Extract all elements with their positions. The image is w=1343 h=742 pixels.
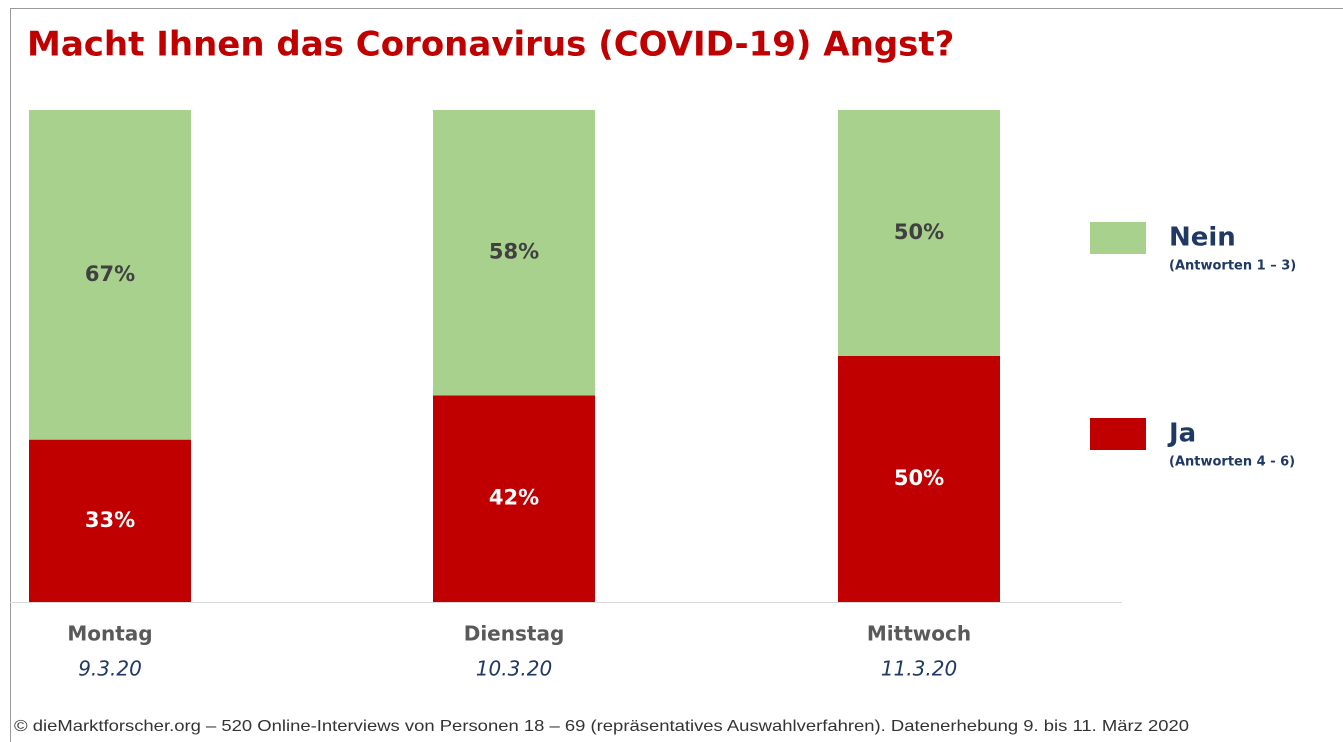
bar-segment: [838, 356, 1000, 602]
legend-swatch: [1090, 222, 1146, 254]
value-label: 50%: [894, 220, 944, 244]
bar-segment: [29, 439, 191, 602]
bar-segment: [433, 395, 595, 602]
value-label: 67%: [85, 262, 135, 286]
value-label: 58%: [489, 240, 539, 264]
legend-note: (Antworten 4 - 6): [1169, 455, 1295, 470]
legend-swatch: [1090, 418, 1146, 450]
bar-segment: [838, 110, 1000, 356]
x-tick-sublabel: 11.3.20: [881, 657, 957, 681]
chart-title: Macht Ihnen das Coronavirus (COVID-19) A…: [27, 25, 954, 65]
legend-note: (Antworten 1 – 3): [1169, 259, 1296, 274]
value-label: 50%: [894, 466, 944, 490]
value-label: 42%: [489, 486, 539, 510]
legend-label: Nein: [1169, 223, 1236, 253]
x-tick-sublabel: 9.3.20: [78, 657, 142, 681]
x-tick-label: Dienstag: [464, 622, 565, 646]
x-tick-sublabel: 10.3.20: [476, 657, 552, 681]
x-tick-label: Montag: [67, 622, 152, 646]
frame: [10, 8, 1343, 742]
source-note: © dieMarktforscher.org – 520 Online-Inte…: [14, 718, 1189, 735]
bar-segment: [29, 110, 191, 440]
value-label: 33%: [85, 508, 135, 532]
legend-label: Ja: [1167, 419, 1196, 449]
bar-segment: [433, 110, 595, 396]
x-tick-label: Mittwoch: [867, 622, 971, 646]
